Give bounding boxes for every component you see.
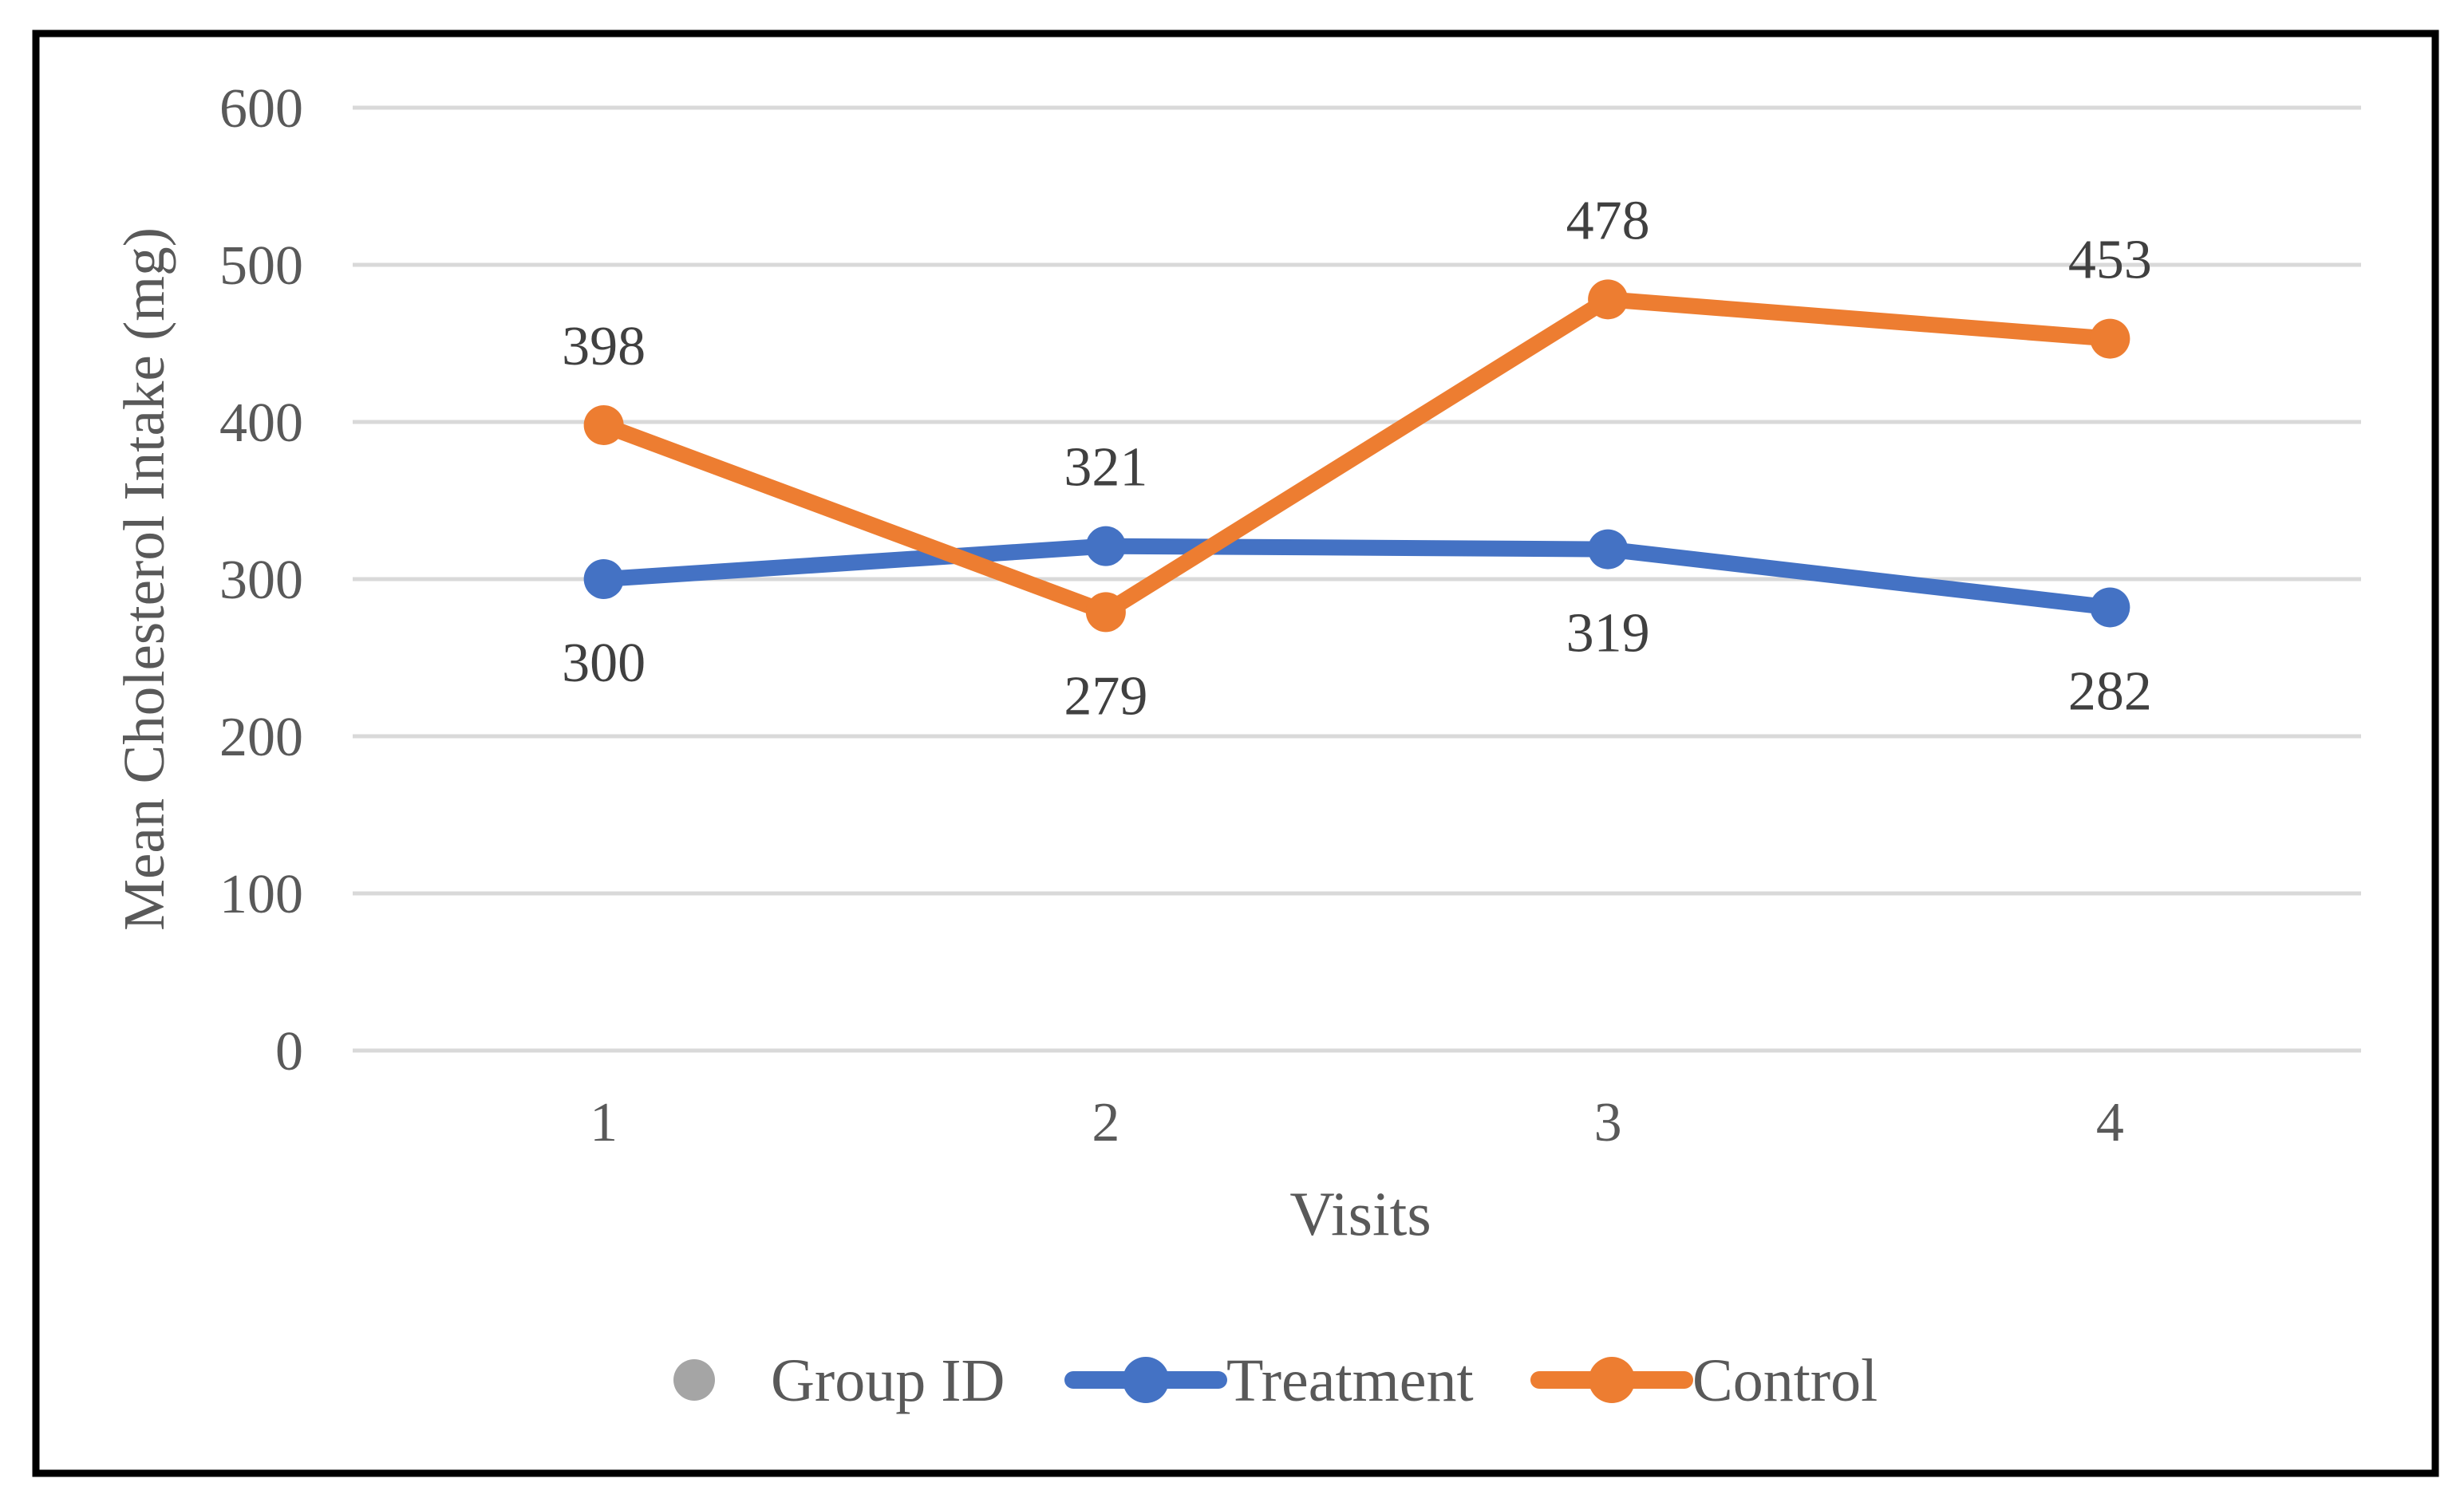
data-label-treatment-visit-3: 319 bbox=[1566, 603, 1650, 664]
data-point-control-visit-3 bbox=[1588, 279, 1629, 320]
legend-marker-treatment-icon bbox=[1123, 1357, 1169, 1403]
series-line-treatment bbox=[595, 538, 2118, 616]
y-tick-label-400: 400 bbox=[219, 392, 303, 454]
data-point-treatment-visit-2 bbox=[1085, 526, 1126, 566]
x-tick-label-2: 2 bbox=[1092, 1092, 1119, 1153]
legend-marker-group-id-icon bbox=[673, 1359, 715, 1401]
data-label-control-visit-1: 398 bbox=[562, 316, 646, 377]
chart-frame-border bbox=[32, 30, 2439, 1477]
data-point-treatment-visit-3 bbox=[1588, 529, 1629, 570]
y-tick-label-600: 600 bbox=[219, 78, 303, 140]
data-point-treatment-visit-1 bbox=[583, 559, 624, 599]
x-tick-label-4: 4 bbox=[2096, 1092, 2124, 1153]
data-point-control-visit-4 bbox=[2090, 318, 2130, 359]
data-label-treatment-visit-4: 282 bbox=[2068, 660, 2152, 722]
x-tick-label-3: 3 bbox=[1594, 1092, 1622, 1153]
legend-marker-control-icon bbox=[1589, 1357, 1635, 1403]
x-tick-label-1: 1 bbox=[590, 1092, 618, 1153]
legend-label-control: Control bbox=[1692, 1347, 1878, 1414]
data-point-treatment-visit-4 bbox=[2090, 587, 2130, 628]
y-tick-label-100: 100 bbox=[219, 864, 303, 925]
legend-label-treatment: Treatment bbox=[1226, 1347, 1474, 1414]
legend-label-group-id: Group ID bbox=[771, 1347, 1005, 1414]
y-tick-label-300: 300 bbox=[219, 550, 303, 611]
y-tick-label-0: 0 bbox=[275, 1021, 303, 1082]
data-label-treatment-visit-2: 321 bbox=[1064, 437, 1147, 499]
data-label-treatment-visit-1: 300 bbox=[562, 633, 646, 694]
data-point-control-visit-2 bbox=[1085, 592, 1126, 633]
y-tick-label-500: 500 bbox=[219, 235, 303, 297]
data-point-control-visit-1 bbox=[583, 404, 624, 445]
y-tick-label-200: 200 bbox=[219, 707, 303, 768]
series-line-control bbox=[595, 291, 2118, 621]
x-axis-title: Visits bbox=[1289, 1179, 1431, 1248]
data-label-control-visit-3: 478 bbox=[1566, 190, 1650, 251]
data-label-control-visit-4: 453 bbox=[2068, 230, 2152, 291]
y-axis-title: Mean Cholesterol Intake (mg) bbox=[112, 227, 176, 931]
data-label-control-visit-2: 279 bbox=[1064, 665, 1147, 727]
